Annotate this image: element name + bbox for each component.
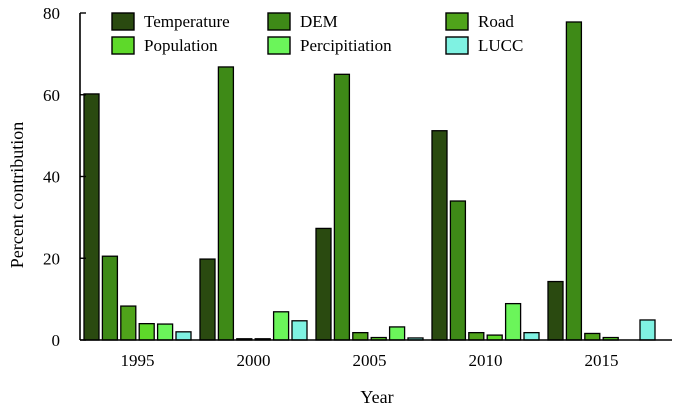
bar-road-2010 [468, 331, 485, 341]
bar-lucc-1995 [175, 331, 192, 341]
bar-temperature-2005 [315, 227, 332, 341]
bar-road-2005 [352, 331, 369, 341]
legend-label-dem: DEM [300, 12, 338, 31]
bar-percipitiation-2000 [272, 311, 290, 341]
bar-lucc-2010 [523, 331, 540, 341]
bar-lucc-2015 [639, 319, 656, 341]
bar-dem-2005 [333, 73, 351, 341]
legend-swatch-temperature [111, 12, 135, 31]
bar-dem-1995 [101, 255, 119, 341]
legend-label-percipitiation: Percipitiation [300, 36, 392, 55]
bar-population-1995 [138, 322, 155, 341]
y-tick-label: 0 [52, 331, 61, 350]
bar-temperature-2015 [547, 280, 564, 341]
bar-temperature-2000 [199, 258, 216, 341]
legend-swatch-dem [267, 12, 291, 31]
bar-dem-2015 [565, 21, 583, 341]
legend-label-lucc: LUCC [478, 36, 523, 55]
bar-road-1995 [120, 305, 137, 341]
y-tick-label: 40 [43, 168, 60, 187]
bar-temperature-1995 [83, 93, 100, 341]
legend: Temperature DEM Road Population Percipitiati… [111, 12, 523, 55]
legend-label-population: Population [144, 36, 218, 55]
y-tick-label: 80 [43, 4, 60, 23]
x-tick-label: 2010 [469, 351, 503, 370]
x-axis-title: Year [360, 387, 393, 407]
x-tick-label: 2005 [353, 351, 387, 370]
bar-road-2015 [584, 332, 601, 341]
legend-swatch-population [111, 36, 135, 55]
bar-dem-2010 [449, 200, 467, 341]
y-axis-title: Percent contribution [7, 122, 27, 268]
bar-percipitiation-2005 [388, 326, 406, 341]
x-tick-label: 1995 [121, 351, 155, 370]
x-tick-label: 2000 [237, 351, 271, 370]
y-tick-label: 60 [43, 86, 60, 105]
bar-dem-2000 [217, 66, 235, 341]
legend-swatch-lucc [445, 36, 469, 55]
plot-area: 1995 2000 2005 2010 2015 0 20 40 60 80 [43, 4, 672, 370]
legend-label-road: Road [478, 12, 514, 31]
bar-percipitiation-2010 [504, 302, 522, 341]
y-tick-label: 20 [43, 249, 60, 268]
legend-label-temperature: Temperature [144, 12, 230, 31]
bar-temperature-2010 [431, 130, 448, 341]
legend-swatch-road [445, 12, 469, 31]
x-tick-label: 2015 [585, 351, 619, 370]
bar-lucc-2000 [291, 320, 308, 341]
bar-percipitiation-1995 [156, 323, 174, 341]
legend-swatch-percipitiation [267, 36, 291, 55]
